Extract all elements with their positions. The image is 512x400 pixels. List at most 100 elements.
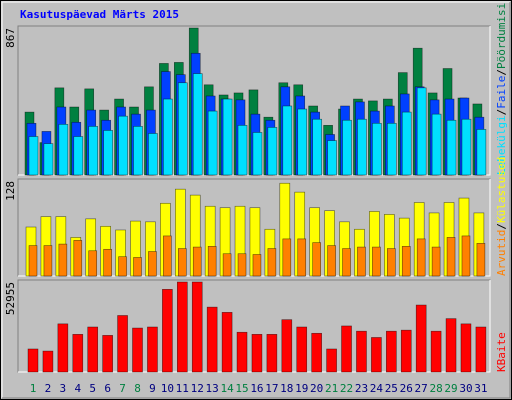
bar [386,330,397,373]
bar [43,143,54,176]
bar [162,289,173,373]
bar [267,127,278,176]
legend-entry: Arvutid [495,230,508,276]
bar [296,326,308,373]
bar [326,348,337,373]
bar [416,238,426,277]
bar [192,73,203,176]
bar [297,238,307,277]
bar [251,334,263,373]
bar [460,323,472,373]
x-tick-label: 26 [400,382,413,395]
legend: KBaite [495,332,508,372]
bar [206,306,218,373]
bar [446,119,457,176]
x-tick-label: 13 [206,382,219,395]
bar [88,250,98,277]
bar [237,125,248,176]
bar [445,318,457,373]
bar [282,238,292,277]
x-tick-label: 4 [74,382,81,395]
x-tick-label: 7 [119,382,126,395]
bar [446,237,456,277]
bar [371,337,382,373]
x-tick-label: 24 [370,382,384,395]
bar [476,129,487,176]
legend: Arvutid/Külastused [495,157,508,276]
legend-entry: Lehekülgi [495,115,508,175]
x-tick-label: 27 [415,382,428,395]
x-tick-label: 15 [235,382,248,395]
x-tick-label: 17 [265,382,278,395]
bar [237,253,247,277]
bar [282,105,293,176]
bar [118,115,128,176]
bar [72,334,84,373]
bar [476,243,486,277]
x-tick-label: 6 [104,382,111,395]
x-tick-label: 29 [444,382,457,395]
bar [327,140,337,176]
bar [177,281,188,373]
bar [252,254,262,277]
bar [163,235,172,277]
bar [416,87,427,176]
y-tick-label: 128 [4,181,17,201]
bar [461,118,472,176]
bar [312,242,321,277]
bar [163,98,173,176]
bar [372,122,382,176]
bar [43,245,53,277]
bar [207,110,218,176]
bar [342,248,351,277]
bar [87,326,99,373]
legend-entry: Külastused [495,157,508,223]
bar [431,246,441,277]
x-tick-label: 2 [45,382,52,395]
bar [267,248,277,277]
bar [178,82,188,176]
panel-edge [18,280,491,373]
x-tick-label: 21 [325,382,338,395]
bar [297,108,308,176]
bar [357,246,366,277]
bar [252,132,263,176]
bar [281,319,293,373]
bar [28,136,39,176]
x-tick-label: 31 [474,382,487,395]
bar [42,350,54,373]
x-tick-label: 28 [429,382,442,395]
bar [221,312,233,373]
bar [178,248,187,277]
x-tick-label: 10 [161,382,174,395]
bar [147,326,158,373]
bar [58,124,69,176]
bar [431,113,442,176]
x-tick-label: 3 [60,382,67,395]
bar [266,334,278,373]
bar [342,119,352,176]
bar [430,330,442,373]
x-tick-label: 8 [134,382,141,395]
x-tick-label: 18 [280,382,293,395]
bar [191,281,203,373]
bar [387,248,396,277]
bar [103,248,112,277]
bar [341,325,352,373]
bar [73,240,83,277]
bar [387,122,397,176]
bar [148,251,157,277]
x-tick-label: 5 [89,382,96,395]
x-tick-label: 14 [220,382,234,395]
bar [357,118,367,176]
bar [461,235,471,277]
bar [28,245,38,277]
bar [356,330,367,373]
x-tick-label: 19 [295,382,308,395]
legend-entry: Faile [495,76,508,109]
bar [27,348,39,373]
bar [401,111,412,176]
bar [133,126,143,176]
bar [73,136,84,176]
